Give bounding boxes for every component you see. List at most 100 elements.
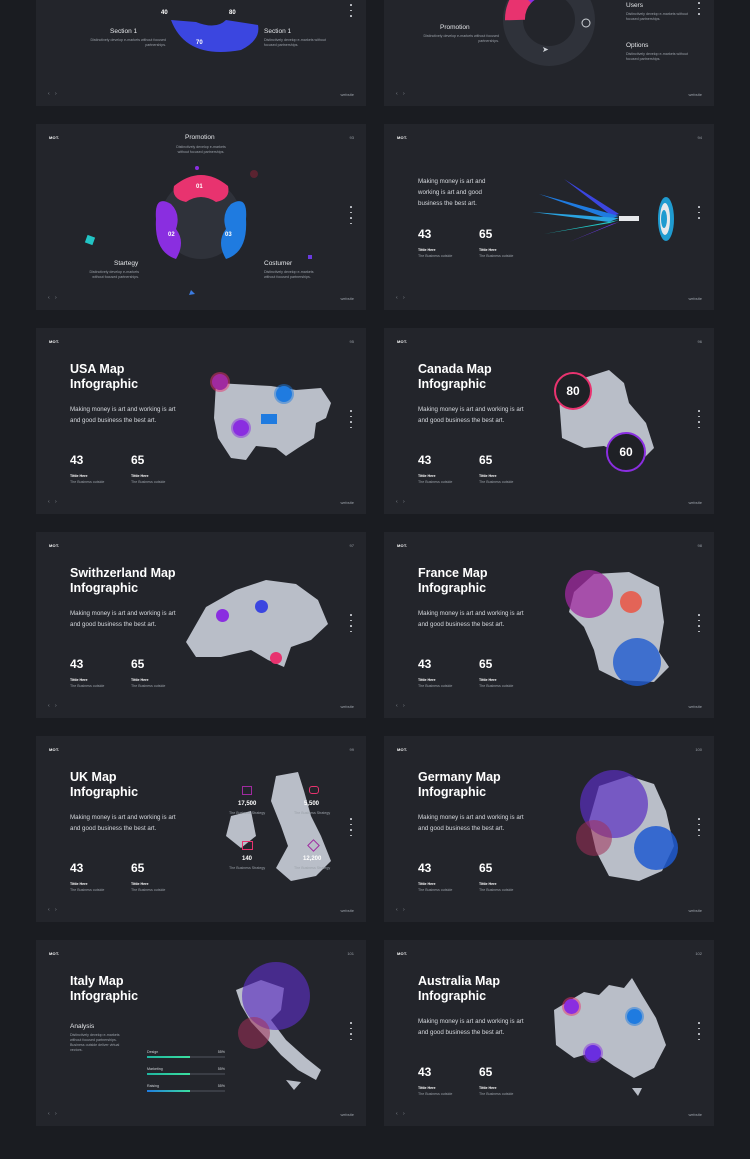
brand: MOT. xyxy=(49,543,60,548)
body-text: Making money is art and working is art a… xyxy=(418,814,524,832)
website-label: website xyxy=(340,92,354,97)
marker-pink-icon xyxy=(212,374,228,390)
slide-title: France Map Infographic xyxy=(418,566,488,595)
nav-arrows[interactable]: ‹ › xyxy=(48,1111,59,1117)
slide-usa-map[interactable]: MOT. 95 USA Map Infographic Making money… xyxy=(36,328,366,514)
side-dots xyxy=(698,2,700,19)
promotion-title: Promotion xyxy=(440,24,470,31)
pct-b: 80 xyxy=(229,10,236,16)
stat-b-caption: The Business Strategy xyxy=(294,811,331,815)
brand: MOT. xyxy=(397,135,408,140)
page-number: 98 xyxy=(697,543,702,548)
side-dots xyxy=(698,1022,700,1044)
slide-italy-map[interactable]: MOT. 101 Italy Map Infographic Analysis … xyxy=(36,940,366,1126)
nav-arrows[interactable]: ‹ › xyxy=(396,703,407,709)
page-number: 100 xyxy=(695,747,702,752)
germany-map xyxy=(576,770,678,881)
nav-arrows[interactable]: ‹ › xyxy=(396,295,407,301)
slide-uk-map[interactable]: MOT. 99 UK Map Infographic Making money … xyxy=(36,736,366,922)
nav-arrows[interactable]: ‹ › xyxy=(396,499,407,505)
nav-arrows[interactable]: ‹ › xyxy=(396,91,407,97)
page-number: 95 xyxy=(349,339,354,344)
stat-1: 43 Tittle Here The Business outside xyxy=(418,861,453,892)
slide-1[interactable]: 40 80 70 Section 1 Distinctively develop… xyxy=(36,0,366,106)
website-label: website xyxy=(340,500,354,505)
side-dots xyxy=(350,4,352,21)
slide-germany-map[interactable]: MOT. 100 Germany Map Infographic Making … xyxy=(384,736,714,922)
page-number: 93 xyxy=(349,135,354,140)
slide-title: USA Map Infographic xyxy=(70,362,139,391)
slide-switzerland-map[interactable]: MOT. 97 Swithzerland Map Infographic Mak… xyxy=(36,532,366,718)
marker-blue-icon xyxy=(255,600,268,613)
body-text: Making money is art and working is art a… xyxy=(418,610,524,628)
stat-2: 65 Tittle Here The Business outside xyxy=(131,453,166,484)
website-label: website xyxy=(688,1112,702,1117)
analysis-title: Analysis xyxy=(70,1023,95,1030)
stat-d-value: 12,200 xyxy=(303,856,322,862)
petal-1-number: 01 xyxy=(196,184,203,190)
marker-purple-icon xyxy=(216,609,229,622)
bar-raising: Raising 55% xyxy=(147,1084,225,1092)
stat-b-value: 5,500 xyxy=(304,801,320,807)
nav-arrows[interactable]: ‹ › xyxy=(48,703,59,709)
slide-title: Swithzerland Map Infographic xyxy=(70,566,176,595)
petal-2-number: 02 xyxy=(168,232,175,238)
marker-blue-icon xyxy=(276,386,292,402)
slide-4[interactable]: MOT. 94 Making money is art and working … xyxy=(384,124,714,310)
strategy-desc: Distinctively develop e-markets without … xyxy=(89,270,139,279)
brand: MOT. xyxy=(397,339,408,344)
page-number: 99 xyxy=(349,747,354,752)
brand: MOT. xyxy=(397,543,408,548)
promotion-desc: Distinctively develop e-markets without … xyxy=(176,145,226,154)
slide-france-map[interactable]: MOT. 98 France Map Infographic Making mo… xyxy=(384,532,714,718)
nav-arrows[interactable]: ‹ › xyxy=(48,91,59,97)
stat-d-caption: The Business Strategy xyxy=(294,866,331,870)
body-text: Making money is art and working is art a… xyxy=(70,406,176,424)
website-label: website xyxy=(688,296,702,301)
stat-1: 43 Tittle Here The Business outside xyxy=(418,1065,453,1096)
canada-map xyxy=(559,370,654,463)
stat-c-value: 140 xyxy=(242,856,253,862)
section-right-desc: Distinctively develop e-markets without … xyxy=(264,38,326,47)
side-dots xyxy=(698,614,700,636)
marker-purple-icon xyxy=(564,999,579,1014)
nav-arrows[interactable]: ‹ › xyxy=(48,907,59,913)
slide-title: Canada Map Infographic xyxy=(418,362,492,391)
brand: MOT. xyxy=(49,951,60,956)
folder-icon xyxy=(242,841,253,850)
slide-2[interactable]: ➤ Promotion Distinctively develop e-mark… xyxy=(384,0,714,106)
nav-arrows[interactable]: ‹ › xyxy=(396,907,407,913)
italy-map xyxy=(236,962,321,1090)
promotion-title: Promotion xyxy=(185,134,215,141)
side-dots xyxy=(350,206,352,228)
svg-text:➤: ➤ xyxy=(542,45,549,54)
usa-map xyxy=(214,383,331,460)
australia-map xyxy=(554,978,666,1096)
link-icon xyxy=(309,786,319,794)
strategy-title: Startegy xyxy=(114,260,139,267)
stat-2: 65 Tittle Here The Business outside xyxy=(479,227,514,258)
page-number: 102 xyxy=(695,951,702,956)
brand: MOT. xyxy=(49,339,60,344)
analysis-desc: Distinctively develop e-markets without … xyxy=(70,1033,120,1052)
marker-purple-icon xyxy=(233,420,249,436)
circle-chart: ➤ xyxy=(503,0,595,66)
nav-arrows[interactable]: ‹ › xyxy=(48,499,59,505)
stat-1: 43 Tittle Here The Business outside xyxy=(418,227,453,258)
stat-2: 65 Tittle Here The Business outside xyxy=(479,453,514,484)
bar-design: Design 55% xyxy=(147,1050,225,1058)
customer-desc: Distinctively develop e-markets without … xyxy=(264,270,314,279)
users-desc: Distinctively develop e-markets without … xyxy=(626,12,688,21)
section-right-title: Section 1 xyxy=(264,28,292,35)
slide-3[interactable]: MOT. 93 Promotion Distinctively develop … xyxy=(36,124,366,310)
website-label: website xyxy=(688,908,702,913)
nav-arrows[interactable]: ‹ › xyxy=(396,1111,407,1117)
slide-australia-map[interactable]: MOT. 102 Australia Map Infographic Makin… xyxy=(384,940,714,1126)
customer-title: Costumer xyxy=(264,260,293,267)
nav-arrows[interactable]: ‹ › xyxy=(48,295,59,301)
petal-3-number: 03 xyxy=(225,232,232,238)
slide-canada-map[interactable]: MOT. 96 Canada Map Infographic Making mo… xyxy=(384,328,714,514)
stat-a-caption: The Business Strategy xyxy=(229,811,266,815)
stat-1: 43 Tittle Here The Business outside xyxy=(418,657,453,688)
side-dots xyxy=(350,614,352,636)
